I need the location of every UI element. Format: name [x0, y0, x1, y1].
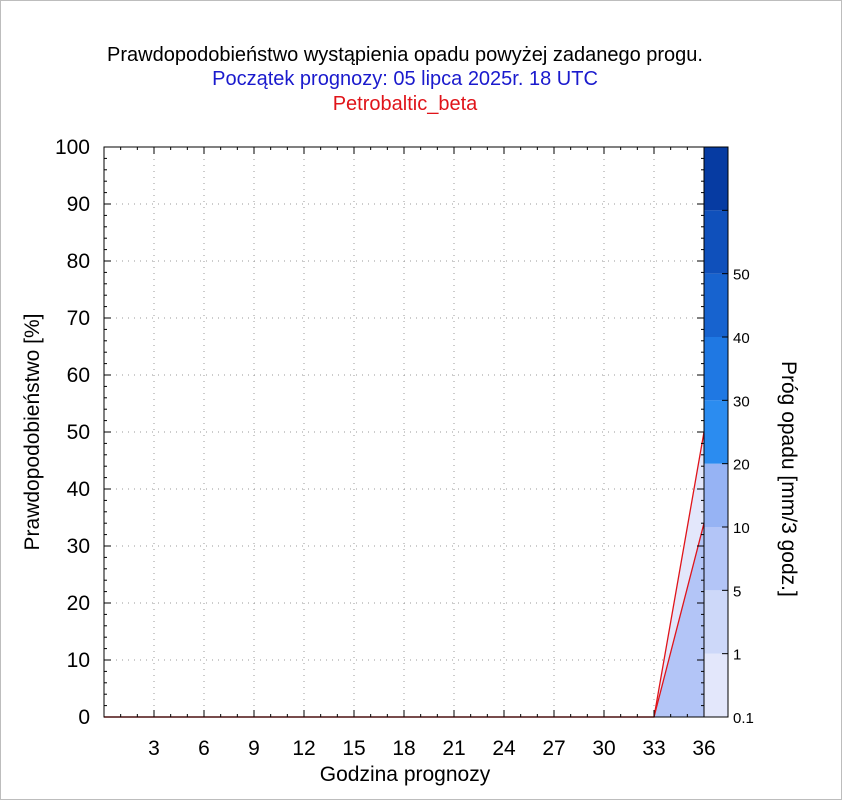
- y-tick-label: 40: [67, 478, 90, 501]
- colorbar-border: [703, 146, 729, 718]
- colorbar-segment: [704, 273, 728, 337]
- line-threshold-0_1: [104, 431, 705, 718]
- grid: [104, 147, 704, 717]
- x-tick-label: 36: [692, 737, 715, 760]
- colorbar-label-value: 20: [733, 457, 750, 474]
- probability-lines: [104, 431, 705, 718]
- colorbar-label-value: 1: [733, 647, 741, 664]
- y-tick-label: 30: [67, 535, 90, 558]
- y-tick-labels: 0 10 20 30 40 50 60 70 80 90 100: [55, 136, 90, 729]
- y-tick-label: 100: [55, 136, 90, 159]
- colorbar-segment: [704, 590, 728, 654]
- y-tick-label: 70: [67, 307, 90, 330]
- chart-subtitle: Początek prognozy: 05 lipca 2025r. 18 UT…: [212, 68, 598, 90]
- colorbar-label-value: 50: [733, 267, 750, 284]
- y-tick-label: 50: [67, 421, 90, 444]
- colorbar-segment: [704, 337, 728, 401]
- y-tick-label: 10: [67, 649, 90, 672]
- colorbar-label-value: 10: [733, 520, 750, 537]
- colorbar-segment: [704, 463, 728, 527]
- model-name: Petrobaltic_beta: [333, 93, 478, 115]
- x-tick-labels: 3 6 9 12 15 18 21 24 27 30 33 36: [148, 737, 716, 760]
- threshold-colorbar: [703, 146, 729, 718]
- colorbar-tick-labels: 0.1 1 5 10 20 30 40 50: [733, 267, 754, 727]
- probability-areas: [104, 432, 704, 717]
- x-tick-label: 18: [392, 737, 415, 760]
- x-axis-label: Godzina prognozy: [320, 763, 491, 786]
- y-tick-label: 80: [67, 250, 90, 273]
- colorbar-label-value: 30: [733, 393, 750, 410]
- x-tick-label: 30: [592, 737, 615, 760]
- x-tick-label: 12: [292, 737, 315, 760]
- y-axis-label: Prawdopodobieństwo [%]: [21, 314, 44, 551]
- colorbar-segment: [704, 400, 728, 464]
- x-tick-label: 21: [442, 737, 465, 760]
- colorbar-label-value: 0.1: [733, 710, 754, 727]
- x-tick-label: 24: [492, 737, 516, 760]
- colorbar-label: Próg opadu [mm/3 godz.]: [777, 361, 800, 597]
- x-tick-label: 9: [248, 737, 260, 760]
- x-tick-label: 15: [342, 737, 365, 760]
- area-threshold-0_1: [104, 432, 704, 717]
- y-tick-label: 0: [78, 706, 90, 729]
- colorbar-segment: [704, 527, 728, 591]
- y-tick-label: 60: [67, 364, 90, 387]
- x-tick-label: 6: [198, 737, 210, 760]
- chart-title: Prawdopodobieństwo wystąpienia opadu pow…: [107, 44, 703, 66]
- colorbar-segment: [704, 210, 728, 274]
- y-tick-label: 20: [67, 592, 90, 615]
- colorbar-segment: [704, 147, 728, 211]
- y-tick-label: 90: [67, 193, 90, 216]
- colorbar-segment: [704, 653, 728, 717]
- colorbar-label-value: 40: [733, 330, 750, 347]
- x-tick-label: 33: [642, 737, 665, 760]
- x-tick-label: 27: [542, 737, 565, 760]
- x-tick-label: 3: [148, 737, 160, 760]
- colorbar-label-value: 5: [733, 583, 741, 600]
